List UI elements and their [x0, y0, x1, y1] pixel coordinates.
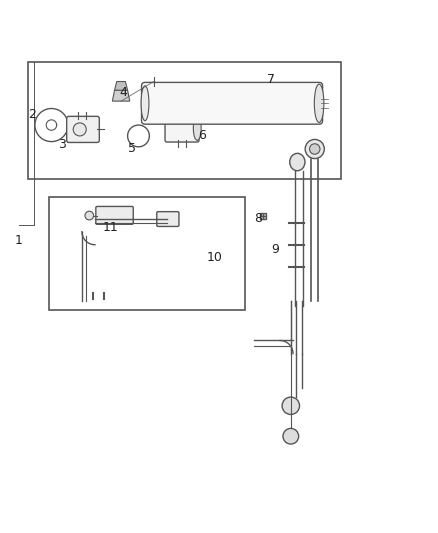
Text: 11: 11 [102, 221, 118, 234]
Polygon shape [115, 82, 127, 90]
Text: 4: 4 [119, 86, 127, 99]
Circle shape [310, 144, 320, 154]
Text: 1: 1 [15, 234, 23, 247]
Circle shape [73, 123, 86, 136]
Text: 3: 3 [58, 138, 66, 151]
Bar [49, 197, 245, 310]
Text: 10: 10 [207, 251, 223, 264]
Text: 6: 6 [198, 130, 205, 142]
Ellipse shape [314, 84, 324, 123]
FancyBboxPatch shape [96, 206, 133, 224]
Text: 2: 2 [28, 108, 36, 120]
Bar [28, 62, 341, 180]
FancyBboxPatch shape [157, 212, 179, 227]
Ellipse shape [141, 86, 149, 120]
Text: 9: 9 [272, 243, 279, 256]
Circle shape [282, 397, 300, 415]
Text: 7: 7 [267, 73, 275, 86]
FancyBboxPatch shape [67, 116, 99, 142]
FancyBboxPatch shape [141, 83, 322, 124]
Ellipse shape [290, 154, 305, 171]
Text: 8: 8 [254, 212, 262, 225]
Circle shape [283, 429, 299, 444]
Circle shape [85, 211, 94, 220]
Ellipse shape [193, 116, 201, 140]
FancyBboxPatch shape [165, 115, 199, 142]
Text: 5: 5 [128, 142, 136, 156]
Polygon shape [113, 90, 130, 101]
Circle shape [305, 140, 324, 158]
